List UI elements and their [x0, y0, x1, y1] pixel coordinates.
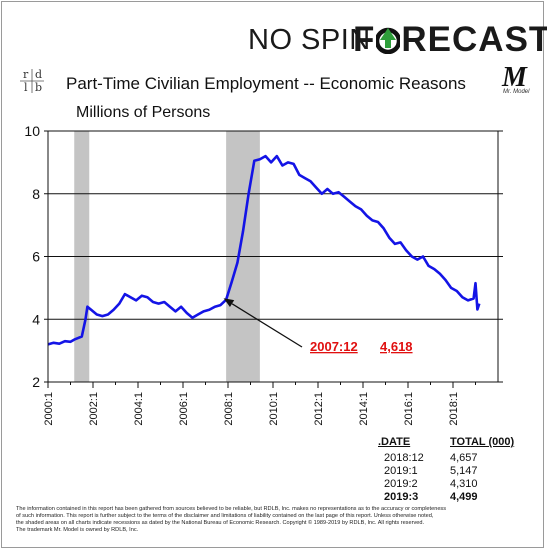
y-tick-label: 6: [32, 249, 40, 265]
x-tick-label: 2010:1: [268, 392, 280, 426]
mr-model-mark: M: [502, 62, 527, 93]
logo-letter-l: l: [24, 81, 28, 94]
disclaimer-line: the shaded areas on all charts indicate …: [16, 520, 425, 526]
brand-nospin-text: NO SPIN: [248, 24, 371, 56]
table-cell-date: 2019:2: [384, 478, 418, 490]
up-arrow-icon: [375, 27, 402, 55]
table-cell-date: 2019:3: [384, 491, 419, 503]
table-cell-total: 4,657: [450, 452, 478, 464]
y-axis-label: Millions of Persons: [76, 104, 211, 121]
disclaimer-line: of such information. This report is furt…: [16, 513, 434, 519]
x-tick-label: 2014:1: [358, 392, 370, 426]
brand-forecast-text: F RECAST: [353, 20, 547, 60]
mr-model-caption: Mr. Model: [503, 89, 530, 95]
table-cell-total: 4,499: [450, 491, 478, 503]
brand-recast-text: RECAST: [401, 20, 547, 59]
table-cell-date: 2018:12: [384, 452, 424, 464]
x-tick-label: 2018:1: [448, 392, 460, 426]
series-line: [47, 154, 481, 346]
table-cell-total: 4,310: [450, 478, 478, 490]
rdlb-logo: r d l b: [19, 68, 45, 94]
x-tick-label: 2006:1: [178, 392, 190, 426]
y-tick-label: 4: [32, 311, 40, 327]
disclaimer-line: The trademark Mr. Model is owned by RDLB…: [16, 527, 139, 533]
y-tick-label: 2: [32, 374, 40, 390]
logo-letter-d: d: [35, 68, 43, 81]
mr-model-logo: M Mr. Model: [500, 62, 532, 98]
logo-letter-b: b: [35, 81, 43, 94]
disclaimer: The information contained in this report…: [16, 506, 536, 534]
brand-f-letter: F: [353, 20, 376, 59]
x-tick-label: 2012:1: [313, 392, 325, 426]
brand-logo: NO SPIN F RECAST: [238, 20, 547, 60]
table-cell-date: 2019:1: [384, 465, 418, 477]
annotation-value: 4,618: [380, 339, 413, 354]
y-tick-label: 10: [24, 123, 40, 139]
x-tick-label: 2000:1: [43, 392, 55, 426]
x-tick-label: 2008:1: [223, 392, 235, 426]
logo-letter-r: r: [23, 68, 29, 81]
x-tick-label: 2016:1: [403, 392, 415, 426]
chart-title: Part-Time Civilian Employment -- Economi…: [66, 74, 466, 93]
disclaimer-line: The information contained in this report…: [16, 506, 447, 512]
annotation-date: 2007:12: [310, 339, 358, 354]
x-tick-label: 2004:1: [133, 392, 145, 426]
y-tick-label: 8: [32, 186, 40, 202]
table-cell-total: 5,147: [450, 465, 478, 477]
annotation-arrowhead: [223, 298, 235, 307]
x-tick-label: 2002:1: [88, 392, 100, 426]
table-header-date: .DATE: [378, 436, 411, 448]
annotation-arrow-line: [231, 303, 303, 348]
table-header-total: TOTAL (000): [450, 436, 515, 448]
